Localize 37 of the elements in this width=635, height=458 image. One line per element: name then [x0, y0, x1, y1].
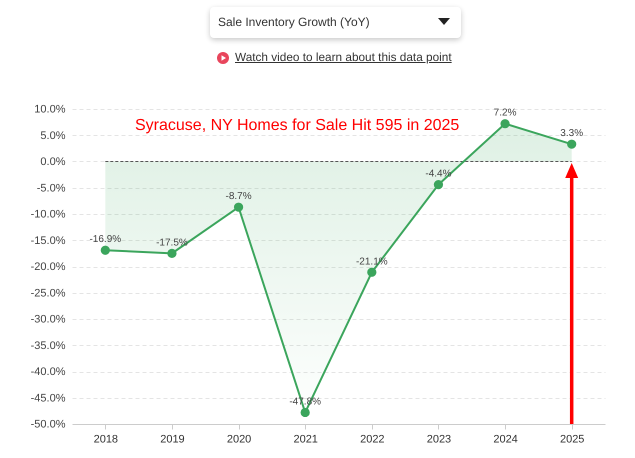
data-label: -8.7% — [226, 191, 252, 202]
y-tick-label: -10.0% — [30, 208, 66, 220]
point — [500, 119, 510, 128]
y-tick-label: 0.0% — [40, 156, 66, 168]
point — [234, 202, 244, 212]
y-tick-label: -50.0% — [30, 418, 66, 430]
y-tick-label: -35.0% — [30, 340, 66, 352]
x-tick-label: 2025 — [560, 434, 584, 446]
y-tick-label: -45.0% — [30, 392, 66, 404]
point — [300, 408, 310, 418]
x-tick-label: 2021 — [293, 434, 318, 446]
y-tick-label: 5.0% — [40, 130, 66, 142]
y-tick-label: -5.0% — [36, 182, 66, 194]
y-tick-label: 10.0% — [34, 104, 66, 116]
text: Syracuse, NY Homes for Sale Hit 595 in 2025 — [135, 117, 460, 134]
y-tick-label: -20.0% — [30, 261, 66, 273]
y-tick-label: -30.0% — [30, 314, 66, 326]
data-label: -17.5% — [156, 237, 188, 248]
x-tick-label: 2024 — [493, 434, 518, 446]
x-tick-label: 2022 — [360, 434, 385, 446]
y-tick-label: -25.0% — [30, 287, 66, 300]
data-label: -16.9% — [89, 234, 122, 246]
y-tick-label: -15.0% — [30, 234, 66, 247]
x-tick-label: 2023 — [426, 434, 452, 446]
point — [567, 140, 576, 149]
point — [100, 246, 110, 255]
x-tick-label: 2019 — [160, 434, 185, 446]
point — [167, 248, 177, 258]
x-tick-label: 2018 — [94, 434, 118, 446]
point — [367, 268, 376, 277]
text: Watch video to learn about this data point — [235, 50, 452, 64]
dropdown: Sale Inventory Growth (YoY) — [210, 7, 461, 38]
x-tick-label: 2020 — [226, 434, 252, 446]
data-label: 7.2% — [494, 108, 517, 119]
data-label: 3.3% — [560, 128, 584, 140]
y-tick-label: -40.0% — [30, 366, 66, 378]
point — [434, 180, 444, 190]
